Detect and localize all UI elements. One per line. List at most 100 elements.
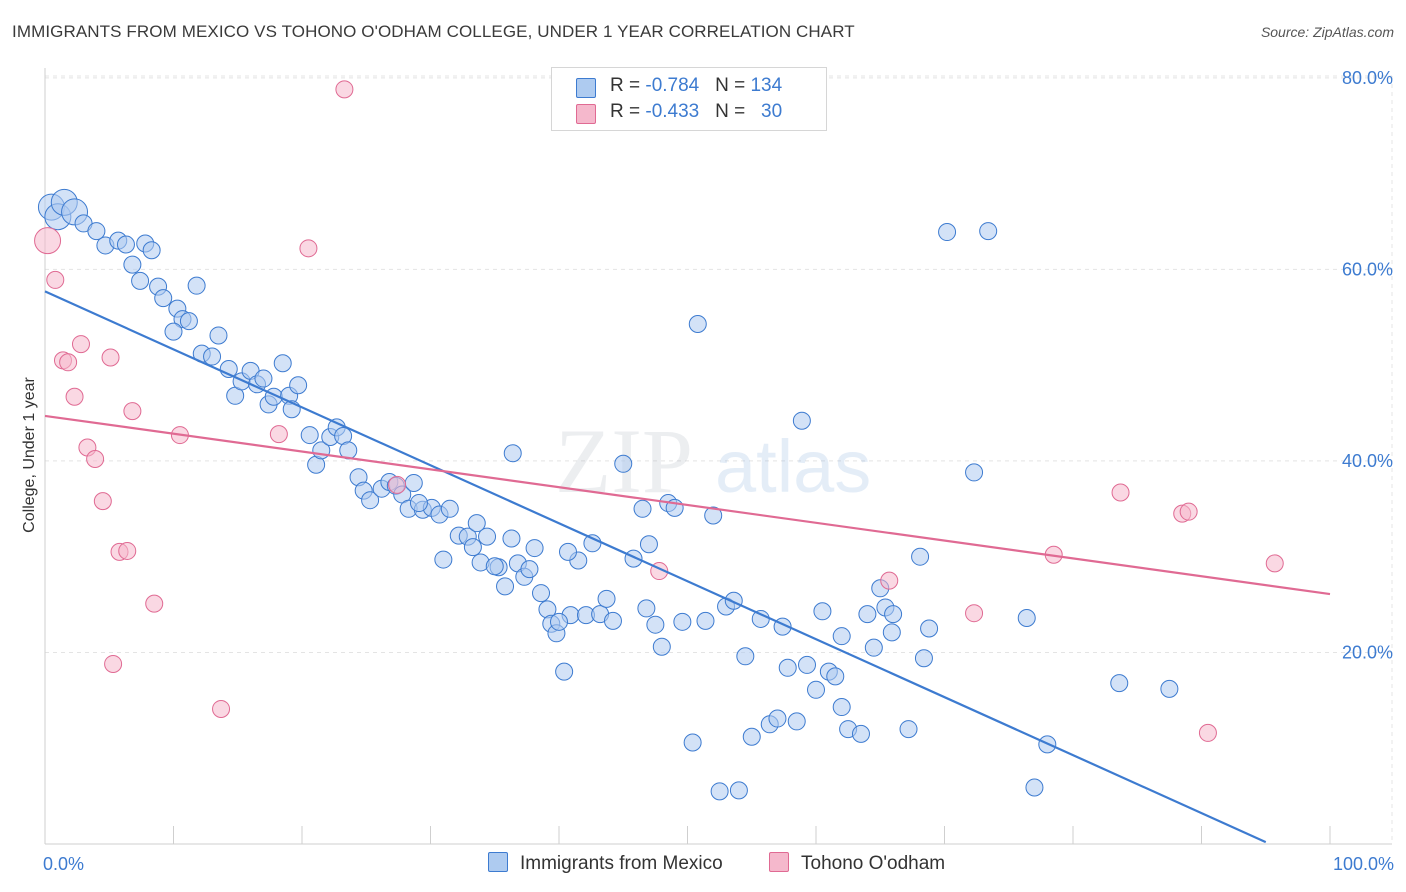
mexico-point-67 (532, 584, 551, 603)
mexico-point-131 (1110, 674, 1129, 693)
x-tick-label-1: 100.0% (1333, 854, 1394, 874)
mexico-trend-line (44, 290, 1267, 844)
legend-n-value-tohono: 30 (761, 101, 783, 122)
mexico-point-28 (254, 369, 273, 388)
mexico-point-85 (639, 535, 658, 554)
legend-r-label: R = (610, 75, 646, 96)
mexico-point-17 (179, 312, 198, 331)
mexico-point-65 (520, 560, 539, 579)
mexico-point-99 (736, 647, 755, 666)
mexico-point-8 (116, 235, 135, 254)
mexico-point-12 (142, 241, 161, 260)
tohono-point-17 (269, 425, 288, 444)
mexico-point-105 (778, 658, 797, 677)
mexico-point-71 (555, 662, 574, 681)
mexico-point-139 (884, 605, 903, 624)
mexico-point-97 (724, 591, 743, 610)
legend-r-label: R = (610, 101, 646, 122)
mexico-point-19 (164, 322, 183, 341)
y-tick-label-0: 20.0% (1342, 642, 1393, 662)
mexico-point-110 (813, 602, 832, 621)
legend-swatch-tohono (576, 104, 596, 124)
mexico-point-14 (154, 289, 173, 308)
y-tick-label-3: 80.0% (1342, 68, 1393, 88)
mexico-point-109 (807, 680, 825, 699)
series-tohono-points (34, 80, 1284, 742)
tohono-point-14 (145, 594, 164, 613)
tohono-point-10 (104, 654, 123, 673)
mexico-point-84 (633, 499, 652, 518)
watermark-atlas: atlas (715, 425, 871, 508)
mexico-point-132 (1160, 679, 1179, 698)
mexico-point-94 (704, 506, 723, 525)
legend-swatch-mexico (576, 78, 596, 98)
watermark: ZIP atlas (555, 410, 871, 512)
tohono-point-3 (59, 353, 78, 372)
mexico-point-18 (187, 276, 206, 295)
x-tick-label-0: 0.0% (43, 854, 84, 874)
mexico-point-54 (440, 499, 459, 518)
mexico-point-126 (965, 463, 984, 482)
bottom-legend-swatch-tohono (769, 852, 789, 872)
tohono-point-8 (93, 492, 112, 511)
y-tick-label-1: 40.0% (1342, 451, 1393, 471)
mexico-point-125 (938, 223, 957, 242)
mexico-point-101 (751, 609, 770, 628)
mexico-point-117 (864, 638, 883, 657)
mexico-point-137 (637, 599, 656, 618)
mexico-point-108 (798, 655, 817, 674)
bottom-legend-label-mexico: Immigrants from Mexico (520, 853, 723, 874)
mexico-point-138 (832, 627, 851, 646)
mexico-point-122 (911, 547, 930, 566)
mexico-point-133 (503, 444, 522, 463)
tohono-point-27 (1179, 502, 1198, 521)
mexico-point-81 (603, 611, 622, 630)
mexico-point-34 (289, 376, 308, 395)
legend-n-label: N = (715, 101, 751, 122)
legend-n-value-mexico: 134 (750, 75, 783, 96)
tohono-point-7 (86, 450, 105, 469)
mexico-point-134 (409, 494, 428, 513)
mexico-point-79 (485, 557, 504, 576)
mexico-point-100 (742, 727, 761, 746)
bottom-legend-swatch-mexico (488, 852, 508, 872)
mexico-point-86 (646, 615, 665, 634)
mexico-point-91 (683, 733, 702, 752)
mexico-point-115 (851, 724, 870, 743)
mexico-point-5 (87, 222, 106, 241)
bottom-legend-tohono: Tohono O'odham (769, 852, 945, 875)
mexico-point-59 (478, 527, 497, 546)
trend-lines (44, 290, 1331, 844)
mexico-point-103 (768, 709, 787, 728)
tohono-point-18 (299, 239, 318, 258)
tohono-point-29 (1265, 554, 1284, 573)
mexico-point-61 (496, 577, 515, 596)
mexico-point-120 (882, 623, 901, 642)
legend-r-value-tohono: -0.433 (645, 101, 700, 122)
tohono-point-19 (335, 80, 354, 99)
mexico-point-62 (502, 529, 521, 548)
mexico-point-80 (550, 612, 568, 631)
tohono-point-12 (118, 541, 137, 560)
correlation-legend: R = -0.784 N = 134 R = -0.433 N = 30 (551, 67, 827, 131)
tohono-point-0 (34, 227, 62, 255)
mexico-point-128 (1017, 608, 1036, 627)
mexico-point-135 (467, 514, 486, 533)
tohono-point-16 (212, 699, 231, 718)
y-tick-labels: 20.0% 40.0% 60.0% 80.0% (1342, 68, 1393, 663)
mexico-point-22 (209, 326, 228, 345)
mexico-point-121 (899, 720, 918, 739)
tohono-point-5 (71, 335, 90, 354)
bottom-legend-label-tohono: Tohono O'odham (801, 853, 946, 874)
mexico-point-66 (525, 539, 544, 558)
mexico-point-95 (710, 782, 729, 801)
mexico-point-107 (792, 411, 811, 430)
legend-r-value-mexico: -0.784 (645, 75, 700, 96)
mexico-point-113 (832, 698, 851, 717)
tohono-point-9 (101, 348, 120, 367)
mexico-point-112 (826, 667, 845, 686)
tohono-point-4 (65, 387, 84, 406)
tohono-point-20 (388, 475, 407, 494)
mexico-point-123 (914, 649, 933, 668)
